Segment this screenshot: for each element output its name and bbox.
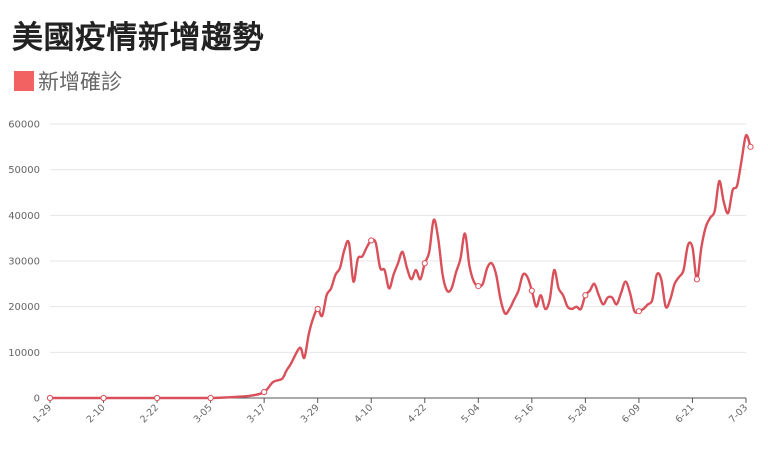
x-tick-label: 3-17 xyxy=(245,402,268,425)
legend[interactable]: 新增確診 xyxy=(14,66,122,96)
data-point[interactable] xyxy=(421,260,428,267)
data-point[interactable] xyxy=(153,394,161,402)
x-axis: 1-29 2-10 2-22 3-05 3-17 3-29 4-10 4-22 5-04 5-16… xyxy=(31,397,750,425)
series-confirmed xyxy=(48,133,752,400)
x-tick-label: 3-29 xyxy=(299,402,322,425)
y-tick-label: 50000 xyxy=(8,165,40,176)
x-tick-label: 5-28 xyxy=(566,402,589,425)
x-tick-label: 4-22 xyxy=(406,402,429,425)
data-point[interactable] xyxy=(46,394,54,402)
series-line xyxy=(48,133,752,400)
y-tick-label: 30000 xyxy=(8,257,40,268)
data-point[interactable] xyxy=(528,287,535,294)
chart-title: 美國疫情新增趨勢 xyxy=(12,20,264,56)
x-tick-label: 2-10 xyxy=(85,402,108,425)
data-point[interactable] xyxy=(582,292,589,299)
data-point[interactable] xyxy=(207,394,214,402)
data-point[interactable] xyxy=(475,283,482,290)
y-tick-label: 40000 xyxy=(8,211,40,222)
data-point[interactable] xyxy=(100,394,107,402)
y-tick-label: 10000 xyxy=(8,348,40,359)
data-markers[interactable] xyxy=(46,143,754,402)
data-point[interactable] xyxy=(693,276,701,283)
data-point[interactable] xyxy=(747,143,754,150)
data-point[interactable] xyxy=(635,308,643,315)
x-tick-label: 6-09 xyxy=(620,402,643,425)
data-point[interactable] xyxy=(314,305,321,313)
x-tick-label: 4-10 xyxy=(352,402,375,425)
x-tick-label: 7-03 xyxy=(727,402,750,425)
y-axis: 0 10000 20000 30000 40000 50000 60000 xyxy=(8,120,40,405)
y-tick-label: 20000 xyxy=(8,302,40,313)
x-tick-label: 6-21 xyxy=(674,402,697,425)
x-tick-label: 2-22 xyxy=(138,402,161,425)
x-tick-label: 5-04 xyxy=(459,402,482,425)
data-point[interactable] xyxy=(368,237,375,244)
grid-lines xyxy=(50,123,746,353)
data-point[interactable] xyxy=(261,388,268,396)
x-tick-label: 1-29 xyxy=(31,402,54,425)
x-tick-label: 3-05 xyxy=(192,402,215,425)
y-tick-label: 0 xyxy=(34,394,40,405)
x-tick-label: 5-16 xyxy=(513,402,536,425)
legend-swatch xyxy=(14,71,34,91)
y-tick-label: 60000 xyxy=(8,120,40,131)
legend-label: 新增確診 xyxy=(38,70,122,94)
